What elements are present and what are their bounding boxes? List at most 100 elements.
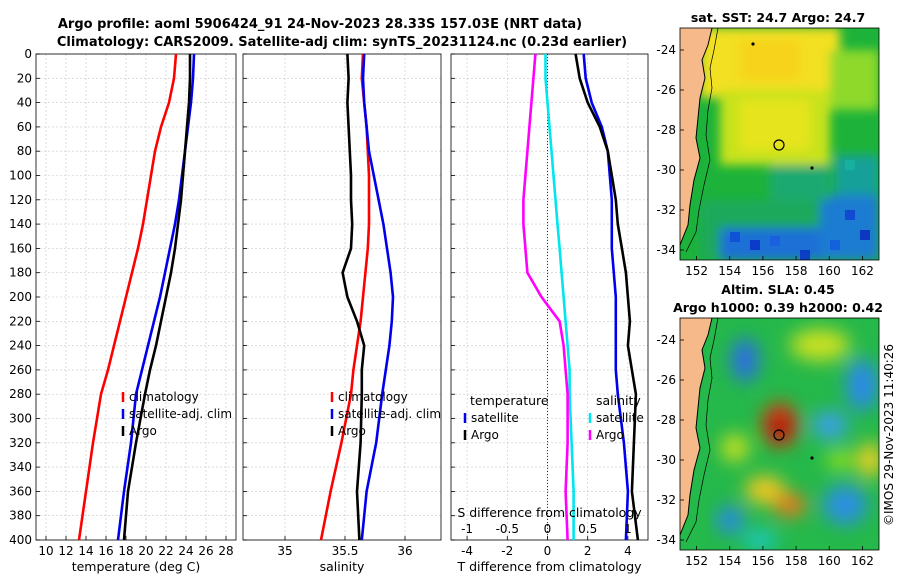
diff-legend-s-satellite: satellite xyxy=(596,411,644,425)
ytick-label: 400 xyxy=(9,533,32,547)
sst-map-ytick-label: -30 xyxy=(656,163,676,177)
difference-xtick-label: -2 xyxy=(501,544,513,558)
salinity-grid xyxy=(243,53,441,541)
figure-title-line2: Climatology: CARS2009. Satellite-adj cli… xyxy=(57,35,627,50)
difference-grid xyxy=(451,53,648,541)
diff-legend-t-argo: Argo xyxy=(471,428,499,442)
ytick-label: 140 xyxy=(9,217,32,231)
ytick-label: 0 xyxy=(24,47,32,61)
temperature-series-climatology xyxy=(77,53,178,541)
difference-series-s-satellite xyxy=(544,54,575,540)
difference-panel: -4 -2 0 2 4T difference from climatology S di… xyxy=(450,53,649,574)
sla-map-xtick-label: 158 xyxy=(785,554,808,568)
sst-map-ytick-label: -32 xyxy=(656,203,676,217)
diff-legend-right-title: salinity xyxy=(596,393,641,408)
sst-map-ytick-label: -28 xyxy=(656,123,676,137)
ytick-label: 20 xyxy=(17,71,32,85)
ytick-label: 180 xyxy=(9,266,32,280)
temperature-grid xyxy=(36,53,236,541)
sst-map-xtick-label: 154 xyxy=(718,264,741,278)
difference-series-t-argo xyxy=(574,53,640,541)
sla-map-title-line1: Altim. SLA: 0.45 xyxy=(721,282,834,297)
salinity-xtick-label: 35.5 xyxy=(332,544,359,558)
temperature-xtick-label: 20 xyxy=(138,544,153,558)
salinity-series-argo xyxy=(341,53,366,541)
temperature-xtick-label: 10 xyxy=(38,544,53,558)
sst-map-xtick-label: 160 xyxy=(818,264,841,278)
sst-map-ytick-label: -34 xyxy=(656,243,676,257)
sst-argo-marker xyxy=(773,139,785,151)
sst-map-xtick-label: 156 xyxy=(751,264,774,278)
temp-legend-1: satellite-adj. clim xyxy=(129,407,232,421)
sla-map-ytick-label: -34 xyxy=(656,533,676,547)
sst-map-xtick-label: 158 xyxy=(785,264,808,278)
difference-xtick-label: 2 xyxy=(584,544,592,558)
sal-legend-2: Argo xyxy=(338,424,366,438)
sla-map-xtick-label: 156 xyxy=(751,554,774,568)
ytick-label: 260 xyxy=(9,363,32,377)
ytick-label: 120 xyxy=(9,193,32,207)
diff-s-tick-label: -1 xyxy=(461,522,473,536)
difference-series-s-argo xyxy=(522,53,569,541)
diff-legend-left-title: temperature xyxy=(470,393,549,408)
sla-map-xtick-label: 160 xyxy=(818,554,841,568)
ytick-label: 200 xyxy=(9,290,32,304)
temperature-series-argo xyxy=(122,54,192,541)
ytick-label: 100 xyxy=(9,169,32,183)
temperature-panel: 10 12 14 16 18 20 22 24 26 28 temperature (deg C) 0… xyxy=(9,47,237,574)
sst-map-title: sat. SST: 24.7 Argo: 24.7 xyxy=(691,10,865,25)
ytick-label: 80 xyxy=(17,144,32,158)
difference-xtick-label: 0 xyxy=(544,544,552,558)
sla-map-xtick-label: 162 xyxy=(851,554,874,568)
diff-s-xlabel: S difference from climatology xyxy=(457,505,642,520)
temperature-xtick-label: 14 xyxy=(78,544,93,558)
ytick-label: 300 xyxy=(9,412,32,426)
ytick-label: 340 xyxy=(9,460,32,474)
sst-map-ytick-label: -24 xyxy=(656,43,676,57)
sla-map-ytick-label: -32 xyxy=(656,493,676,507)
sst-map-ytick-label: -26 xyxy=(656,83,676,97)
diff-s-tick-label: -0.5 xyxy=(496,522,519,536)
ytick-label: 380 xyxy=(9,509,32,523)
difference-xlabel: T difference from climatology xyxy=(456,559,642,574)
sla-map-ytick-label: -28 xyxy=(656,413,676,427)
ytick-label: 240 xyxy=(9,339,32,353)
temperature-xtick-label: 28 xyxy=(218,544,233,558)
sla-map-xtick-label: 154 xyxy=(718,554,741,568)
sla-argo-marker xyxy=(773,429,785,441)
salinity-xtick-label: 35 xyxy=(277,544,292,558)
salinity-xlabel: salinity xyxy=(320,559,365,574)
sla-map-xtick-label: 152 xyxy=(685,554,708,568)
salinity-xtick-label: 36 xyxy=(397,544,412,558)
ytick-label: 280 xyxy=(9,387,32,401)
sst-map-xtick-label: 162 xyxy=(851,264,874,278)
ytick-label: 160 xyxy=(9,241,32,255)
sla-map-title-line2: Argo h1000: 0.39 h2000: 0.42 xyxy=(673,300,883,315)
figure-title-line1: Argo profile: aoml 5906424_91 24-Nov-202… xyxy=(58,17,582,32)
diff-s-tick-label: 0.5 xyxy=(578,522,597,536)
imos-credit: ©IMOS 29-Nov-2023 11:40:26 xyxy=(882,344,896,526)
temperature-xtick-label: 16 xyxy=(98,544,113,558)
sla-map-ytick-label: -24 xyxy=(656,333,676,347)
temperature-xtick-label: 22 xyxy=(158,544,173,558)
diff-legend-s-argo: Argo xyxy=(596,428,624,442)
temperature-xtick-label: 24 xyxy=(178,544,193,558)
temperature-xlabel: temperature (deg C) xyxy=(72,559,201,574)
temperature-xtick-label: 26 xyxy=(198,544,213,558)
diff-s-tick-label: 0 xyxy=(544,522,552,536)
sst-map-xtick-label: 152 xyxy=(685,264,708,278)
sla-map: Altim. SLA: 0.45 Argo h1000: 0.39 h2000:… xyxy=(656,282,883,568)
sal-legend-1: satellite-adj. clim xyxy=(338,407,441,421)
salinity-panel: 35 35.5 36 salinity climatology satellite-adj… xyxy=(242,53,442,574)
sla-map-ytick-label: -30 xyxy=(656,453,676,467)
diff-legend-t-satellite: satellite xyxy=(471,411,519,425)
ytick-label: 360 xyxy=(9,484,32,498)
temp-legend-0: climatology xyxy=(129,390,199,404)
ytick-label: 40 xyxy=(17,96,32,110)
ytick-label: 60 xyxy=(17,120,32,134)
sal-legend-0: climatology xyxy=(338,390,408,404)
temperature-xtick-label: 18 xyxy=(118,544,133,558)
difference-series-t-satellite xyxy=(582,53,630,541)
